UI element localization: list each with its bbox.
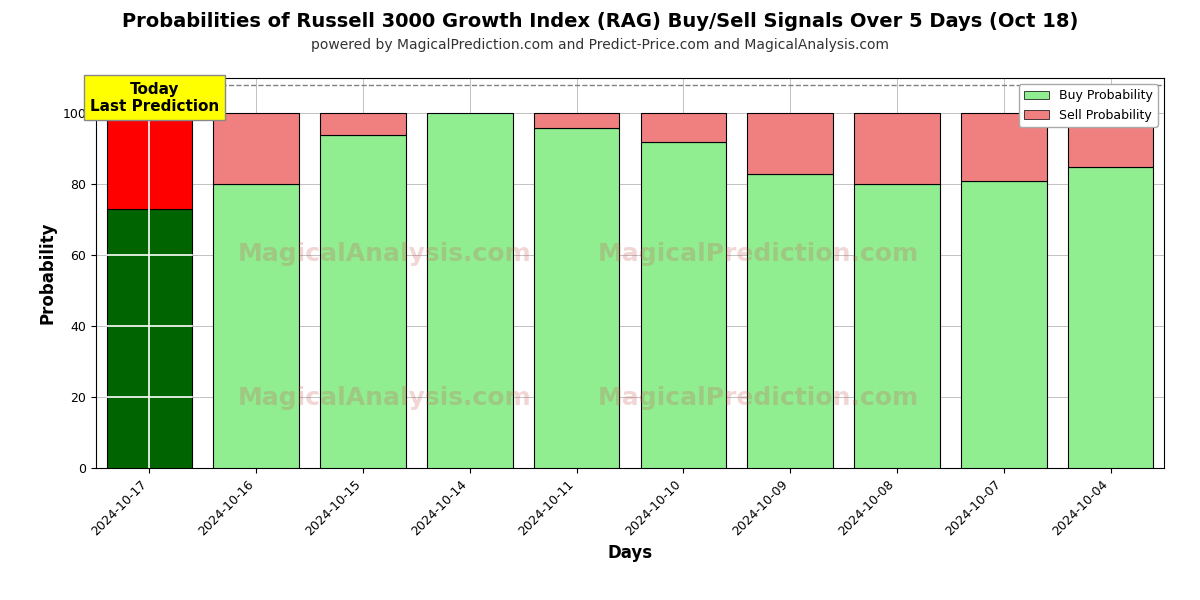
Legend: Buy Probability, Sell Probability: Buy Probability, Sell Probability	[1019, 84, 1158, 127]
Text: MagicalAnalysis.com: MagicalAnalysis.com	[238, 241, 532, 265]
Bar	[961, 113, 1046, 181]
Bar	[320, 113, 406, 135]
Bar	[641, 142, 726, 468]
Bar	[214, 113, 299, 184]
Bar	[320, 135, 406, 468]
Bar	[854, 113, 940, 184]
Bar	[534, 113, 619, 128]
Bar	[427, 113, 512, 468]
Text: Probabilities of Russell 3000 Growth Index (RAG) Buy/Sell Signals Over 5 Days (O: Probabilities of Russell 3000 Growth Ind…	[122, 12, 1078, 31]
X-axis label: Days: Days	[607, 544, 653, 562]
Y-axis label: Probability: Probability	[38, 222, 56, 324]
Bar	[748, 113, 833, 174]
Bar	[107, 209, 192, 468]
Bar	[961, 181, 1046, 468]
Text: Today
Last Prediction: Today Last Prediction	[90, 82, 220, 114]
Text: MagicalPrediction.com: MagicalPrediction.com	[598, 386, 919, 410]
Text: MagicalAnalysis.com: MagicalAnalysis.com	[238, 386, 532, 410]
Bar	[107, 113, 192, 209]
Bar	[748, 174, 833, 468]
Bar	[214, 184, 299, 468]
Bar	[1068, 167, 1153, 468]
Bar	[641, 113, 726, 142]
Bar	[534, 128, 619, 468]
Text: powered by MagicalPrediction.com and Predict-Price.com and MagicalAnalysis.com: powered by MagicalPrediction.com and Pre…	[311, 38, 889, 52]
Bar	[1068, 113, 1153, 167]
Bar	[854, 184, 940, 468]
Text: MagicalPrediction.com: MagicalPrediction.com	[598, 241, 919, 265]
